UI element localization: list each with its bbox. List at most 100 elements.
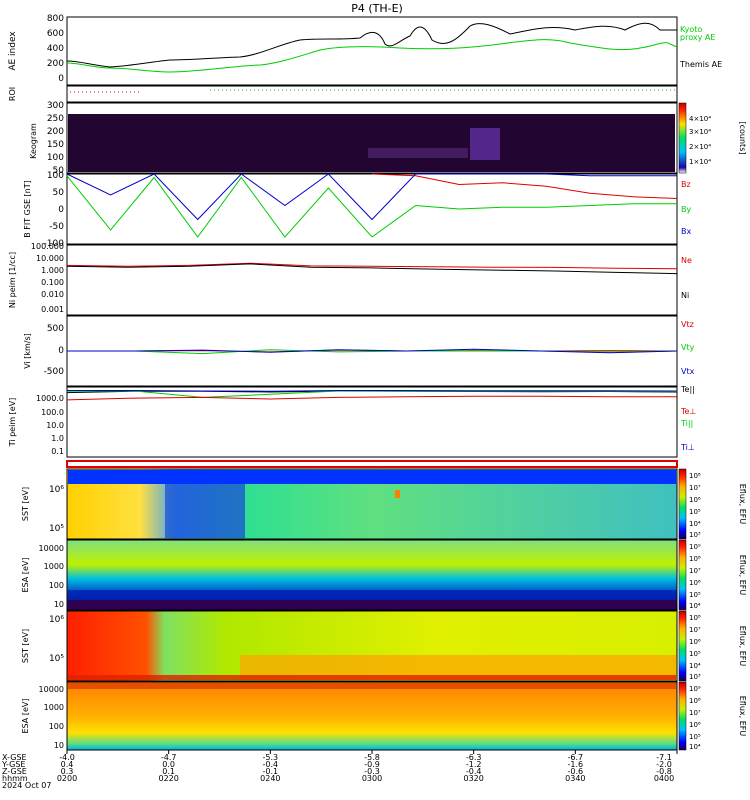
x-tick-label: 0.1 [162,767,175,776]
keogram-cbar-label: [counts] [738,122,747,155]
sst-e-colorbar [678,468,687,540]
bfield-series-0 [371,173,678,199]
velocity-ylabel: Vi [km/s] [23,333,32,369]
ae-legend-themis: Themis AE [679,60,722,69]
sst-i-ylabel: SST [eV] [21,629,30,663]
esa-i-colorbar [678,681,687,751]
keogram-tick: 250 [47,114,64,124]
x-tick-label: 0320 [463,774,483,783]
density-legend-ni: Ni [681,291,689,300]
density-tick: 0.001 [41,305,64,314]
temperature-legend-tiperp: Ti⊥ [680,443,695,452]
density-tick: 0.010 [41,290,64,299]
panel-keogram: Keogram 300 250 200 150 100 50 4×10⁴ 3×1… [29,101,747,176]
velocity-tick: 0 [58,346,64,356]
esa-i-cbar-tick: 10⁶ [689,721,701,729]
temperature-series-3 [66,395,677,401]
x-tick-label: 0.4 [61,760,74,769]
sst-e-dropout [165,484,245,538]
x-row-label: Y-GSE [1,760,25,769]
temperature-series-2 [67,390,678,392]
esa-i-tick: 1000 [44,703,64,712]
bfield-ylabel: B FIT GSE [nT] [23,180,32,238]
sst-i-cbar-tick: 10⁸ [689,614,701,622]
x-tick-label: -6.7 [568,753,584,762]
sst-e-tick: 10⁶ [49,485,64,495]
x-tick-label: 0240 [260,774,280,783]
density-tick: 100.000 [31,242,64,251]
esa-i-ylabel: ESA [eV] [21,699,30,734]
esa-e-ylabel: ESA [eV] [21,558,30,593]
sst-e-cbar-tick: 10⁵ [689,508,701,516]
density-tick: 0.100 [41,278,64,287]
esa-e-cbar-tick: 10⁹ [689,543,701,551]
temperature-frame [66,386,678,458]
keogram-colorbar [678,102,687,174]
x-tick-label: 0220 [158,774,178,783]
keogram-arc [368,148,468,158]
panel-density: Ni peim [1/cc] 100.000 10.000 1.000 0.10… [8,242,692,316]
sst-e-cbar-tick: 10⁸ [689,472,701,480]
ae-tick: 600 [47,29,64,39]
temperature-legend-tepar: Te|| [680,385,695,394]
x-tick-label: -0.9 [364,760,380,769]
esa-e-tick: 1000 [44,562,64,571]
ae-themis-line [66,22,677,68]
esa-i-cbar-label: Eflux, EFU [738,696,747,737]
sst-e-cbar-tick: 10⁷ [689,484,701,492]
x-tick-label: -1.6 [568,760,584,769]
keogram-cbar-tick: 1×10⁴ [689,158,711,166]
x-tick-label: 0.0 [162,760,175,769]
ae-tick: 400 [47,44,64,54]
roi-frame [66,85,678,103]
density-series-1 [66,263,678,275]
x-tick-label: -4.0 [59,753,75,762]
keogram-cbar-tick: 4×10⁴ [689,115,711,123]
esa-e-cbar-tick: 10⁵ [689,591,701,599]
keogram-tick: 200 [47,127,64,137]
esa-i-cbar-tick: 10⁴ [689,743,701,751]
esa-e-cbar-tick: 10⁶ [689,579,701,587]
density-tick: 1.000 [41,266,64,275]
sst-e-ylabel: SST [eV] [21,487,30,521]
velocity-legend-vtz: Vtz [681,320,694,329]
velocity-tick: -500 [44,367,65,377]
sst-i-cbar-tick: 10⁴ [689,662,701,670]
bfield-series-2 [66,173,677,221]
panel-sst-i: SST [eV] 10⁶ 10⁵ 10⁸ 10⁷ 10⁶ 10⁵ 10⁴ 10³… [21,610,747,682]
keogram-ylabel: Keogram [29,123,38,159]
ae-ylabel: AE index [8,31,18,71]
bfield-tick: 100 [47,171,64,181]
panel-bfield: B FIT GSE [nT] 100 50 0 -50 -100 Bz By B… [23,171,691,249]
esa-i-spectrogram [66,681,678,751]
bfield-tick: -100 [44,239,65,249]
temperature-tick: 100.0 [41,408,64,417]
keogram-cbar-tick: 3×10⁴ [689,128,711,136]
x-tick-label: 0340 [565,774,585,783]
quality-flag-bar [66,460,678,468]
esa-e-tick: 10000 [39,544,64,553]
density-ylabel: Ni peim [1/cc] [8,252,17,308]
temperature-series [66,390,678,401]
x-tick-label: -0.8 [656,767,672,776]
keogram-bright-patch [470,128,500,160]
sst-i-floor [68,675,676,680]
x-axis: X-GSE Y-GSE Z-GSE hhmm 2024 Oct 07 -4.00… [1,750,678,790]
panel-velocity: Vi [km/s] 500 0 -500 Vtz Vty Vtx [23,315,695,387]
sst-e-cbar-tick: 10³ [689,531,701,539]
bfield-series-1 [66,175,677,238]
x-tick-label: -4.7 [161,753,177,762]
x-row-label: 2024 Oct 07 [2,781,51,790]
bfield-tick: -50 [49,222,64,232]
density-series [66,262,678,275]
temperature-legend-tipar: Ti|| [680,419,693,428]
x-tick-label: -5.3 [263,753,279,762]
esa-e-cbar-tick: 10⁸ [689,555,701,563]
sst-i-cbar-tick: 10⁷ [689,626,701,634]
ae-legend-kyoto: Kyoto [680,25,702,34]
sst-i-cbar-tick: 10⁵ [689,650,701,658]
roi-ylabel: ROI [8,87,17,101]
sst-i-cbar-tick: 10³ [689,673,701,681]
keogram-tick: 100 [47,153,64,163]
density-legend-ne: Ne [681,256,692,265]
